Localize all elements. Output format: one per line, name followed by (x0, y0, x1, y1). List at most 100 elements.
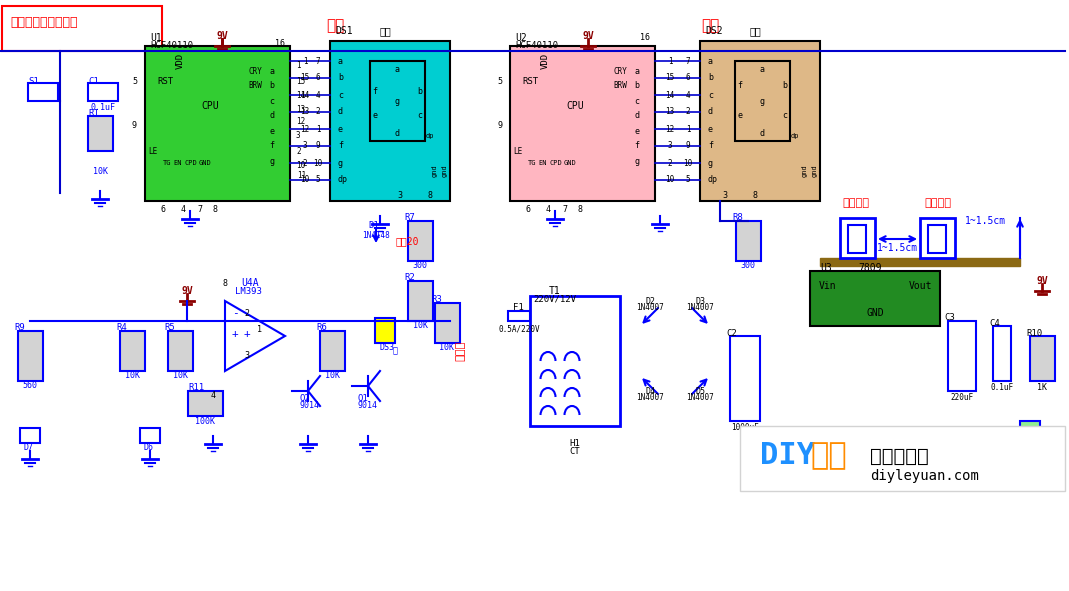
Text: D6: D6 (144, 443, 154, 453)
Text: 6: 6 (315, 73, 321, 83)
Text: 7: 7 (198, 204, 202, 213)
Text: 4: 4 (181, 204, 186, 213)
Text: 14: 14 (300, 90, 310, 99)
Text: CPD: CPD (185, 160, 198, 166)
Text: TG: TG (528, 160, 537, 166)
FancyBboxPatch shape (530, 296, 620, 426)
Text: 7809: 7809 (858, 263, 882, 273)
Text: 10: 10 (300, 176, 310, 184)
Text: 3: 3 (398, 191, 403, 200)
Text: 4: 4 (545, 204, 551, 213)
Text: 2: 2 (245, 309, 249, 317)
Text: b: b (635, 82, 639, 90)
Text: 5: 5 (497, 76, 502, 86)
Text: 个位: 个位 (701, 18, 719, 34)
FancyBboxPatch shape (740, 426, 1065, 491)
Text: CPU: CPU (201, 101, 219, 111)
Text: 220uF: 220uF (950, 394, 974, 402)
Text: 10: 10 (683, 158, 693, 167)
Text: 1N4007: 1N4007 (636, 394, 664, 402)
Text: gnd: gnd (802, 165, 808, 177)
Text: C4: C4 (989, 319, 1000, 327)
Text: 1: 1 (258, 326, 263, 335)
FancyBboxPatch shape (18, 331, 43, 381)
Text: 2: 2 (685, 108, 691, 116)
Text: 黄: 黄 (393, 346, 398, 356)
FancyBboxPatch shape (188, 391, 223, 416)
Text: 1N4007: 1N4007 (686, 394, 714, 402)
Text: 1: 1 (303, 57, 307, 66)
FancyBboxPatch shape (120, 331, 145, 371)
Text: dp: dp (425, 133, 434, 139)
Text: 0.1uF: 0.1uF (991, 384, 1013, 392)
Text: 12: 12 (300, 125, 310, 134)
Text: H1: H1 (570, 439, 580, 447)
FancyBboxPatch shape (848, 225, 866, 253)
Text: CT: CT (570, 446, 580, 456)
Text: 9V: 9V (1036, 276, 1048, 286)
Text: 1~1.5cm: 1~1.5cm (877, 243, 917, 253)
Text: T1: T1 (549, 286, 561, 296)
Text: d: d (635, 112, 639, 121)
Text: 8: 8 (222, 278, 228, 287)
Text: 3: 3 (668, 141, 672, 151)
Text: 8: 8 (428, 191, 433, 200)
Text: S1: S1 (28, 76, 38, 86)
Text: 3: 3 (296, 132, 300, 141)
Text: C1: C1 (88, 76, 98, 86)
Text: 锁定20: 锁定20 (396, 236, 418, 246)
Text: g: g (394, 96, 400, 106)
Text: g: g (759, 96, 764, 106)
Text: d: d (269, 112, 275, 121)
Text: 9: 9 (497, 122, 502, 131)
Text: DIY: DIY (760, 441, 816, 470)
Text: 10K: 10K (172, 372, 187, 381)
FancyBboxPatch shape (88, 83, 118, 101)
Text: GND: GND (866, 308, 884, 318)
Text: 3: 3 (303, 141, 307, 151)
FancyBboxPatch shape (700, 41, 820, 201)
Text: a: a (269, 67, 275, 76)
Text: F1: F1 (513, 304, 524, 313)
FancyBboxPatch shape (735, 61, 790, 141)
Text: b: b (269, 82, 275, 90)
Text: dp: dp (708, 176, 718, 184)
Text: 共阴: 共阴 (749, 26, 761, 36)
Text: DS4: DS4 (1014, 446, 1031, 456)
FancyBboxPatch shape (1020, 421, 1040, 446)
Text: f: f (372, 86, 377, 96)
Text: RST: RST (157, 76, 173, 86)
Text: D4: D4 (645, 387, 655, 395)
Text: b: b (418, 86, 422, 96)
Text: 10K: 10K (439, 343, 454, 352)
Text: 红外发射: 红外发射 (842, 198, 869, 208)
Text: 9V: 9V (583, 31, 594, 41)
Text: 11: 11 (297, 171, 307, 180)
Text: LE: LE (513, 147, 523, 155)
Text: 10K: 10K (413, 322, 428, 330)
Text: HCF40110: HCF40110 (150, 41, 193, 50)
Text: 8: 8 (577, 204, 583, 213)
Text: D1: D1 (368, 222, 378, 230)
Text: 15: 15 (300, 73, 310, 83)
Text: e: e (269, 126, 275, 135)
Text: 13: 13 (300, 108, 310, 116)
Text: Vout: Vout (909, 281, 932, 291)
Text: 6: 6 (685, 73, 691, 83)
Text: 乐园: 乐园 (810, 441, 847, 470)
FancyBboxPatch shape (330, 41, 450, 201)
Text: 绿: 绿 (1042, 446, 1047, 456)
Text: VDD: VDD (175, 53, 185, 69)
Text: 1: 1 (668, 57, 672, 66)
FancyBboxPatch shape (820, 258, 1020, 266)
Text: 4: 4 (315, 90, 321, 99)
Text: BRW: BRW (613, 82, 626, 90)
Text: R11: R11 (188, 384, 204, 392)
Text: c: c (635, 96, 639, 106)
FancyBboxPatch shape (435, 303, 460, 343)
Text: diyleyuan.com: diyleyuan.com (870, 469, 979, 483)
Text: +: + (244, 329, 250, 339)
Text: 稳定灯: 稳定灯 (455, 341, 465, 361)
Text: BRW: BRW (248, 82, 262, 90)
Text: 0.5A/220V: 0.5A/220V (498, 324, 540, 333)
